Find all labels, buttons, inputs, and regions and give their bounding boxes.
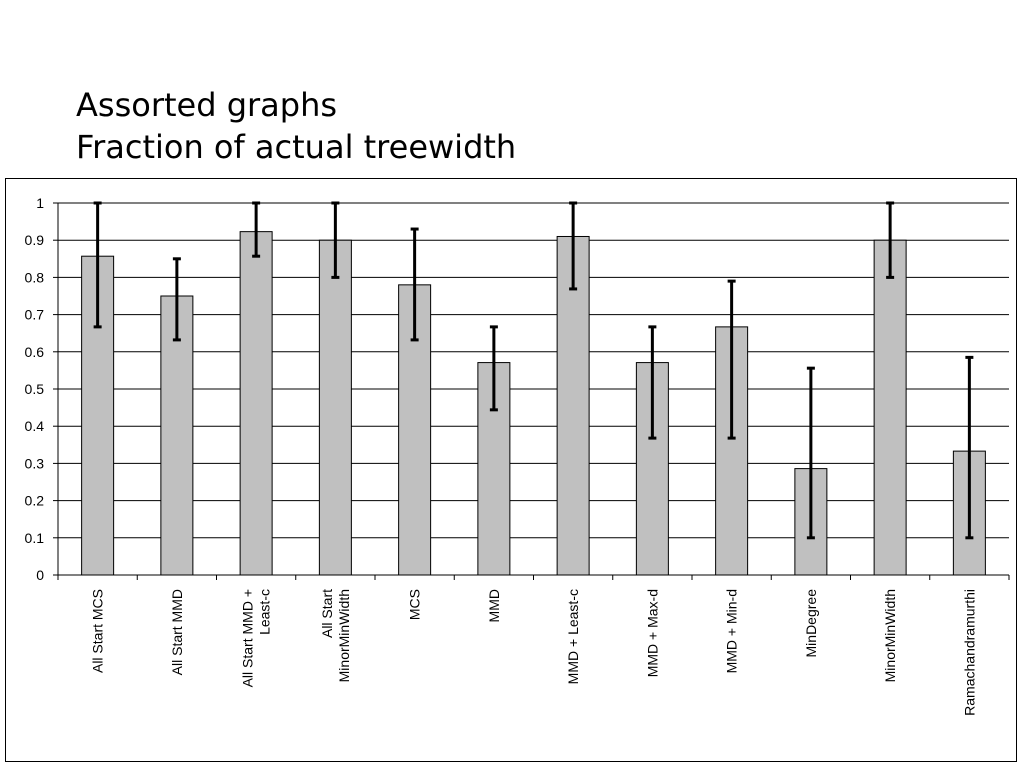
y-tick-label: 0.9 [25,232,45,248]
x-category-label-line: MinDegree [803,589,819,658]
x-category-label-line: MMD [486,589,502,622]
x-category-label: MinDegree [803,589,819,658]
y-tick-label: 0.5 [25,381,45,397]
x-category-label-line: All Start MCS [90,589,106,673]
gridlines [58,202,1009,539]
x-category-label: All StartMinorMinWidth [319,589,352,682]
x-category-label: Ramachandramurthi [961,589,977,716]
y-tick-label: 0.3 [25,455,45,471]
y-tick-label: 0.1 [25,530,45,546]
x-category-label-line: MMD + Least-c [565,589,581,684]
axes [53,202,1010,580]
slide-title-line-1: Assorted graphs [76,86,338,124]
x-category-label-line: All Start [319,589,335,638]
x-category-label-line: MinorMinWidth [882,589,898,682]
bar [239,231,273,576]
y-tick-label: 0.8 [25,269,45,285]
y-tick-label: 0 [36,567,44,583]
x-category-label-line: MMD + Max-d [644,589,660,677]
bar [556,235,590,576]
bars [81,231,986,576]
y-tick-label: 0.6 [25,344,45,360]
x-category-label: MMD [486,589,502,622]
x-category-label: MinorMinWidth [882,589,898,682]
error-bars [93,201,974,540]
y-tick-label: 0.4 [25,418,45,434]
slide-title-line-2: Fraction of actual treewidth [76,128,517,166]
y-tick-label: 0.2 [25,493,45,509]
x-category-label-line: MCS [407,589,423,620]
y-tick-labels: 0 0.1 0.2 0.3 0.4 0.5 0.6 0.7 0.8 0.9 1 [25,195,45,583]
x-category-label: All Start MCS [90,589,106,673]
x-category-label-line: All Start MMD [169,589,185,675]
slide-title: Assorted graphs Fraction of actual treew… [76,84,516,168]
x-category-label-line: Ramachandramurthi [961,589,977,716]
x-category-label: MCS [407,589,423,620]
bar [318,239,352,576]
y-tick-label: 1 [36,195,44,211]
x-category-label: MMD + Max-d [644,589,660,677]
x-category-label-line: All Start MMD + [240,589,256,687]
x-category-label: All Start MMD +Least-c [240,589,273,687]
y-tick-label: 0.7 [25,307,45,323]
x-category-label-line: MinorMinWidth [336,589,352,682]
x-category-label: MMD + Min-d [724,589,740,673]
x-category-labels: All Start MCS All Start MMD All Start MMD … [90,589,978,716]
x-category-label-line: MMD + Min-d [724,589,740,673]
x-category-label-line: Least-c [257,589,273,635]
x-category-label: MMD + Least-c [565,589,581,684]
bar [873,239,907,576]
x-category-label: All Start MMD [169,589,185,675]
